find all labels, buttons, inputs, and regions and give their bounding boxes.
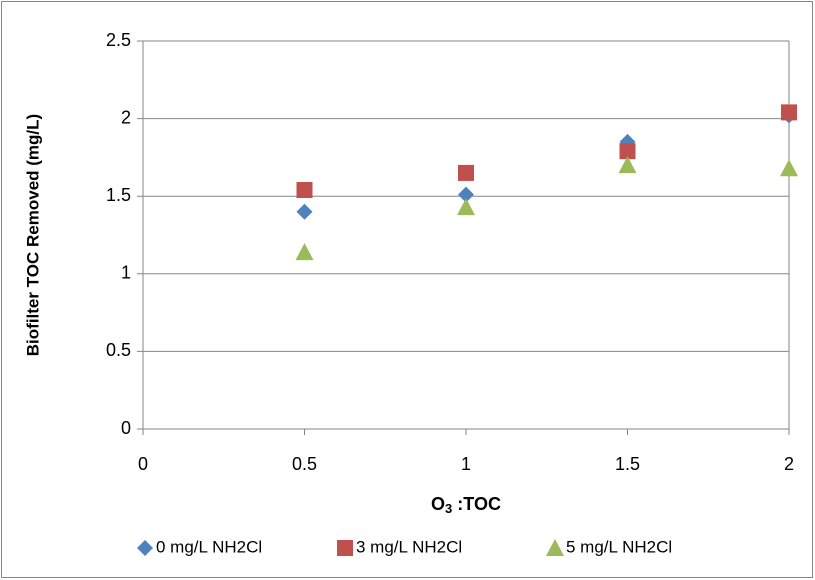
- marker-diamond: [137, 540, 153, 556]
- y-tick-label: 2: [121, 107, 131, 127]
- marker-square: [458, 164, 474, 181]
- x-axis-title-rest: :TOC: [452, 494, 501, 514]
- marker-diamond: [296, 203, 313, 220]
- x-axis-title: O3 :TOC: [431, 494, 501, 517]
- x-axis-title-main: O: [431, 494, 445, 514]
- legend-label: 5 mg/L NH2Cl: [566, 537, 672, 556]
- y-tick-label: 1.5: [106, 185, 131, 205]
- x-axis-title-sub: 3: [445, 501, 452, 516]
- y-tick-label: 2.5: [106, 30, 131, 50]
- marker-triangle: [457, 198, 475, 216]
- marker-triangle: [780, 159, 798, 177]
- y-tick-label: 1: [121, 263, 131, 283]
- legend-label: 3 mg/L NH2Cl: [356, 537, 462, 556]
- marker-diamond: [458, 186, 474, 203]
- x-tick-label: 1.5: [615, 454, 640, 474]
- y-tick-label: 0: [121, 418, 131, 438]
- x-tick-label: 0.5: [292, 454, 317, 474]
- marker-square: [781, 104, 797, 121]
- marker-triangle: [618, 156, 637, 174]
- legend-label: 0 mg/L NH2Cl: [156, 537, 262, 556]
- y-axis-title: Biofilter TOC Removed (mg/L): [23, 114, 42, 356]
- y-tick-label: 0.5: [106, 340, 131, 360]
- marker-square: [296, 181, 313, 198]
- x-tick-label: 0: [138, 454, 148, 474]
- marker-triangle: [546, 539, 564, 556]
- x-tick-label: 2: [784, 454, 794, 474]
- marker-square: [619, 143, 636, 160]
- x-tick-label: 1: [461, 454, 471, 474]
- marker-triangle: [295, 243, 314, 261]
- marker-square: [337, 540, 353, 556]
